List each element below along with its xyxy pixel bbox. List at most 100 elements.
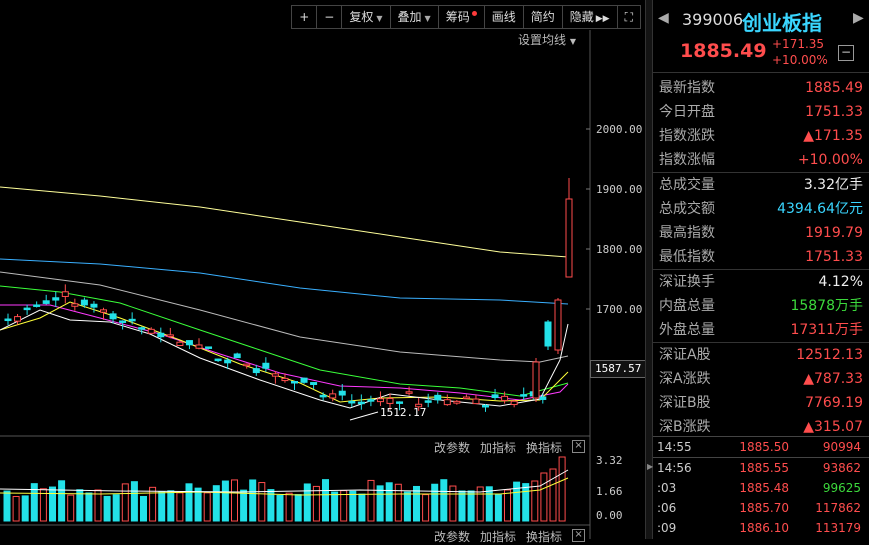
volume-bar xyxy=(212,485,220,522)
candle-body xyxy=(386,398,394,404)
overlay-dropdown[interactable]: 叠加 ▼ xyxy=(391,6,439,28)
volume-bar xyxy=(258,482,266,522)
last-price: 1885.49 xyxy=(680,40,767,62)
price-axis-label: 2000.00 xyxy=(596,123,643,136)
draw-line-button[interactable]: 画线 xyxy=(485,6,524,28)
change-params-button[interactable]: 改参数 xyxy=(434,441,471,455)
candle-body xyxy=(565,198,573,278)
simple-mode-button[interactable]: 简约 xyxy=(524,6,563,28)
candle-body xyxy=(329,393,337,399)
hide-button[interactable]: 隐藏 ▶▶ xyxy=(563,6,618,28)
candle-body xyxy=(396,401,404,404)
quote-panel: ◀ 399006 创业板指 ▶ 1885.49 +171.35 +10.00% … xyxy=(653,0,869,539)
tick-row: :06 1885.70 117862 xyxy=(653,498,869,518)
volume-bar xyxy=(85,492,93,522)
ma-setting-label: 设置均线 xyxy=(518,33,567,47)
candle-body xyxy=(100,309,107,313)
tick-price: 1885.48 xyxy=(739,481,789,495)
stat-row: 深A涨跌 ▲787.33 xyxy=(653,367,869,391)
stat-value: 15878万手 xyxy=(790,298,863,314)
volume-bar xyxy=(49,486,56,522)
volume-bar xyxy=(331,491,339,522)
close-icon[interactable]: × xyxy=(572,529,586,542)
candle-body xyxy=(119,320,127,323)
volume-bar xyxy=(12,496,20,522)
prev-arrow-icon[interactable]: ◀ xyxy=(658,10,669,26)
candle-body xyxy=(405,391,413,394)
tick-time: :06 xyxy=(657,501,677,515)
candle-body xyxy=(300,377,308,383)
candle-body xyxy=(262,362,270,369)
candle-body xyxy=(252,368,260,374)
zoom-in-button[interactable]: + xyxy=(292,6,318,28)
candle-body xyxy=(71,303,79,307)
zoom-out-button[interactable]: − xyxy=(317,6,343,28)
fuquan-dropdown[interactable]: 复权 ▼ xyxy=(342,6,391,28)
candle-body xyxy=(443,399,451,406)
chip-button[interactable]: 筹码 xyxy=(439,6,485,28)
add-indicator-button[interactable]: 加指标 xyxy=(480,530,517,544)
close-icon[interactable]: × xyxy=(572,440,586,453)
kline-chart-area[interactable]: 1512.17 + − 复权 ▼ 叠加 ▼ 筹码 画线 简约 隐藏 ▶▶ ⛶ 设置均线… xyxy=(0,0,647,544)
tick-price: 1885.50 xyxy=(739,440,789,454)
candle-body xyxy=(520,394,528,397)
volume-bar xyxy=(467,490,475,522)
candle-body xyxy=(185,340,193,346)
next-arrow-icon[interactable]: ▶ xyxy=(853,10,864,26)
volume-bar xyxy=(458,490,466,522)
candle-body xyxy=(501,395,509,401)
candle-body xyxy=(348,400,356,404)
stat-value: 1751.33 xyxy=(805,249,863,265)
candle-body xyxy=(52,297,60,301)
tick-volume: 90994 xyxy=(822,440,861,454)
volume-axis-label: 0.00 xyxy=(596,509,623,522)
candle-body xyxy=(176,341,184,347)
candle-body xyxy=(33,304,41,307)
notification-dot-icon xyxy=(471,11,477,16)
stat-value: 1919.79 xyxy=(805,225,863,241)
volume-bar xyxy=(285,492,293,522)
candle-body xyxy=(23,307,31,311)
ma-setting-dropdown[interactable]: 设置均线 ▼ xyxy=(518,31,576,48)
volume-bar xyxy=(312,485,320,522)
stat-row: 深证换手 4.12% xyxy=(653,269,869,294)
tick-volume: 113179 xyxy=(815,521,861,535)
stat-label: 外盘总量 xyxy=(659,322,715,338)
candle-body xyxy=(224,359,232,364)
volume-bar xyxy=(485,486,493,522)
candle-body xyxy=(338,390,346,396)
swap-indicator-button[interactable]: 换指标 xyxy=(526,530,563,544)
moving-average-line xyxy=(0,285,569,397)
volume-bar xyxy=(522,483,530,522)
stat-value: ▲787.33 xyxy=(803,371,863,387)
candlestick-chart[interactable]: 1512.17 xyxy=(0,0,645,539)
volume-bar xyxy=(149,486,157,522)
candle-body xyxy=(214,358,222,362)
collapse-button[interactable]: − xyxy=(838,45,854,61)
moving-average-line xyxy=(0,186,569,258)
volume-bar xyxy=(431,483,439,522)
overlay-label: 叠加 xyxy=(397,10,422,24)
panel-splitter[interactable]: ▶ xyxy=(645,0,653,539)
tick-list[interactable]: 14:55 1885.50 90994 14:56 1885.55 93862:03 188… xyxy=(653,436,869,538)
tick-time: 14:55 xyxy=(657,440,692,454)
stat-label: 总成交量 xyxy=(659,177,715,193)
stat-label: 最新指数 xyxy=(659,80,715,96)
candle-body xyxy=(157,332,165,338)
chevron-down-icon: ▼ xyxy=(376,14,383,23)
tick-row: 14:55 1885.50 90994 xyxy=(653,437,869,457)
volume-bar xyxy=(176,492,184,522)
tick-time: :09 xyxy=(657,521,677,535)
stat-label: 深证A股 xyxy=(659,347,711,363)
stats-table: 最新指数 1885.49 今日开盘 1751.33 指数涨跌 ▲171.35 指数涨幅 +10… xyxy=(653,76,869,439)
chevron-down-icon: ▼ xyxy=(424,14,431,23)
volume-bar xyxy=(531,480,539,522)
fullscreen-button[interactable]: ⛶ xyxy=(624,10,633,24)
volume-bar xyxy=(558,456,566,522)
change-params-button[interactable]: 改参数 xyxy=(434,530,471,544)
volume-bar xyxy=(440,479,448,522)
volume-axis-label: 3.32 xyxy=(596,454,623,467)
add-indicator-button[interactable]: 加指标 xyxy=(480,441,517,455)
swap-indicator-button[interactable]: 换指标 xyxy=(526,441,563,455)
tick-volume: 93862 xyxy=(822,461,861,475)
